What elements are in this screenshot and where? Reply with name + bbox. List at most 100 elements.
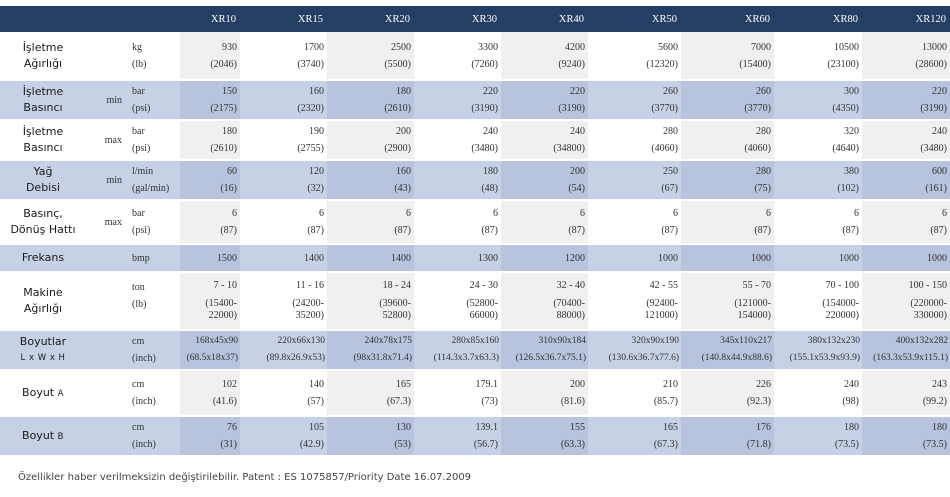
value-line: (81.6) — [560, 396, 586, 407]
value-line: (67) — [661, 183, 679, 194]
value-cell-xr80: 1000 — [774, 244, 862, 272]
value-line: 220x66x130 — [277, 336, 326, 346]
value-line: 280 — [663, 126, 679, 137]
value-cell-xr60: 55 - 70 (121000- 154000) — [681, 272, 775, 330]
value-cell-xr15: 11 - 16 (24200- 35200) — [240, 272, 327, 330]
value-line: 1000 — [839, 252, 860, 264]
value-line: 7 - 10 — [213, 280, 238, 291]
value-cell-xr15: 220x66x130 (89.8x26.9x53) — [240, 330, 327, 370]
value-line: 13000 — [922, 41, 948, 53]
value-line: (70400- — [553, 298, 586, 309]
value-cell-xr30: 220 (3190) — [414, 80, 501, 120]
row-label-line: İşletme — [22, 125, 64, 138]
value-cell-xr30: 180 (48) — [414, 160, 501, 200]
value-line: (2046) — [210, 58, 238, 70]
row-label: İşletme Basıncı — [0, 80, 86, 120]
value-cell-xr40: 200 (54) — [501, 160, 589, 200]
value-cell-xr60: 6 (87) — [681, 200, 775, 244]
value-line: 310x90x184 — [538, 336, 587, 346]
value-line: (56.7) — [473, 439, 499, 450]
value-line: (87) — [481, 225, 499, 236]
value-line: 1500 — [217, 252, 238, 264]
value-cell-xr15: 1700 (3740) — [240, 32, 327, 80]
value-line: 180 — [483, 166, 499, 177]
row-label-line: Ağırlığı — [23, 302, 63, 315]
value-line: 160 — [309, 86, 325, 97]
value-cell-xr40: 6 (87) — [501, 200, 589, 244]
value-line: 6 — [673, 208, 679, 219]
value-line: 11 - 16 — [296, 280, 325, 291]
value-line: 176 — [756, 422, 772, 433]
value-line: 180 — [932, 422, 948, 433]
value-cell-xr20: 180 (2610) — [327, 80, 415, 120]
value-cell-xr50: 165 (67.3) — [588, 416, 681, 456]
value-cell-xr80: 300 (4350) — [774, 80, 862, 120]
value-line: (73.5) — [834, 439, 860, 450]
value-line: (121000- — [734, 298, 772, 309]
value-line: (3770) — [744, 103, 772, 114]
value-line: (48) — [481, 183, 499, 194]
value-cell-xr60: 226 (92.3) — [681, 370, 775, 416]
value-line: (4060) — [744, 143, 772, 154]
value-line: 4200 — [565, 41, 586, 53]
value-cell-xr15: 105 (42.9) — [240, 416, 327, 456]
value-line: 66000) — [469, 310, 499, 321]
value-cell-xr80: 380 (102) — [774, 160, 862, 200]
value-line: 6 — [854, 208, 860, 219]
value-line: (2610) — [384, 103, 412, 114]
value-line: (15400- — [205, 298, 238, 309]
value-line: 5600 — [658, 41, 679, 53]
value-cell-xr20: 2500 (5500) — [327, 32, 415, 80]
footnote: Özellikler haber verilmeksizin değiştiri… — [18, 472, 472, 483]
row-label-line: Basınç, — [23, 207, 63, 220]
value-line: 240 — [570, 126, 586, 137]
value-cell-xr40: 240 (34800) — [501, 120, 589, 160]
value-line: (3190) — [471, 103, 499, 114]
value-line: 102 — [222, 379, 238, 390]
value-cell-xr50: 42 - 55 (92400- 121000) — [588, 272, 681, 330]
value-cell-xr40: 220 (3190) — [501, 80, 589, 120]
value-line: (67.3) — [653, 439, 679, 450]
value-cell-xr40: 4200 (9240) — [501, 32, 589, 80]
value-cell-xr15: 6 (87) — [240, 200, 327, 244]
value-line: 130 — [396, 422, 412, 433]
value-line: 240x78x175 — [364, 336, 413, 346]
value-line: (114.3x3.7x63.3) — [433, 353, 500, 363]
value-cell-xr15: 190 (2755) — [240, 120, 327, 160]
value-line: 165 — [663, 422, 679, 433]
value-cell-xr15: 120 (32) — [240, 160, 327, 200]
value-line: 168x45x90 — [195, 336, 239, 346]
value-line: (98) — [842, 396, 860, 407]
value-line: (4350) — [832, 103, 860, 114]
header-spacer — [0, 6, 181, 32]
row-label-line: Boyutlar — [0, 334, 86, 350]
value-line: (87) — [842, 225, 860, 236]
value-cell-xr80: 240 (98) — [774, 370, 862, 416]
value-cell-xr50: 320x90x190 (130.6x36.7x77.6) — [588, 330, 681, 370]
value-cell-xr20: 1400 — [327, 244, 415, 272]
row-label: İşletme Basıncı — [0, 120, 86, 160]
value-line: (3740) — [297, 58, 325, 70]
unit-line: (lb) — [132, 299, 147, 310]
value-cell-xr10: 60 (16) — [180, 160, 241, 200]
value-line: (15400) — [739, 58, 772, 70]
value-line: 280 — [756, 166, 772, 177]
value-line: (87) — [220, 225, 238, 236]
value-cell-xr10: 180 (2610) — [180, 120, 241, 160]
value-line: (57) — [307, 396, 325, 407]
row-label: Makine Ağırlığı — [0, 272, 86, 330]
value-line: 200 — [396, 126, 412, 137]
row-label-line: Debisi — [25, 181, 61, 194]
value-cell-xr30: 179.1 (73) — [414, 370, 501, 416]
spec-row-operating-pressure-min: İşletme Basıncı min bar (psi) 150 (2175) 160 (23… — [0, 80, 950, 120]
row-minmax — [86, 272, 126, 330]
row-minmax: min — [106, 174, 122, 186]
value-cell-xr15: 160 (2320) — [240, 80, 327, 120]
value-line: (2175) — [210, 103, 238, 114]
value-cell-xr50: 6 (87) — [588, 200, 681, 244]
value-line: 24 - 30 — [469, 280, 499, 291]
value-cell-xr50: 210 (85.7) — [588, 370, 681, 416]
value-cell-xr50: 5600 (12320) — [588, 32, 681, 80]
row-unit: cm (inch) — [126, 330, 180, 370]
